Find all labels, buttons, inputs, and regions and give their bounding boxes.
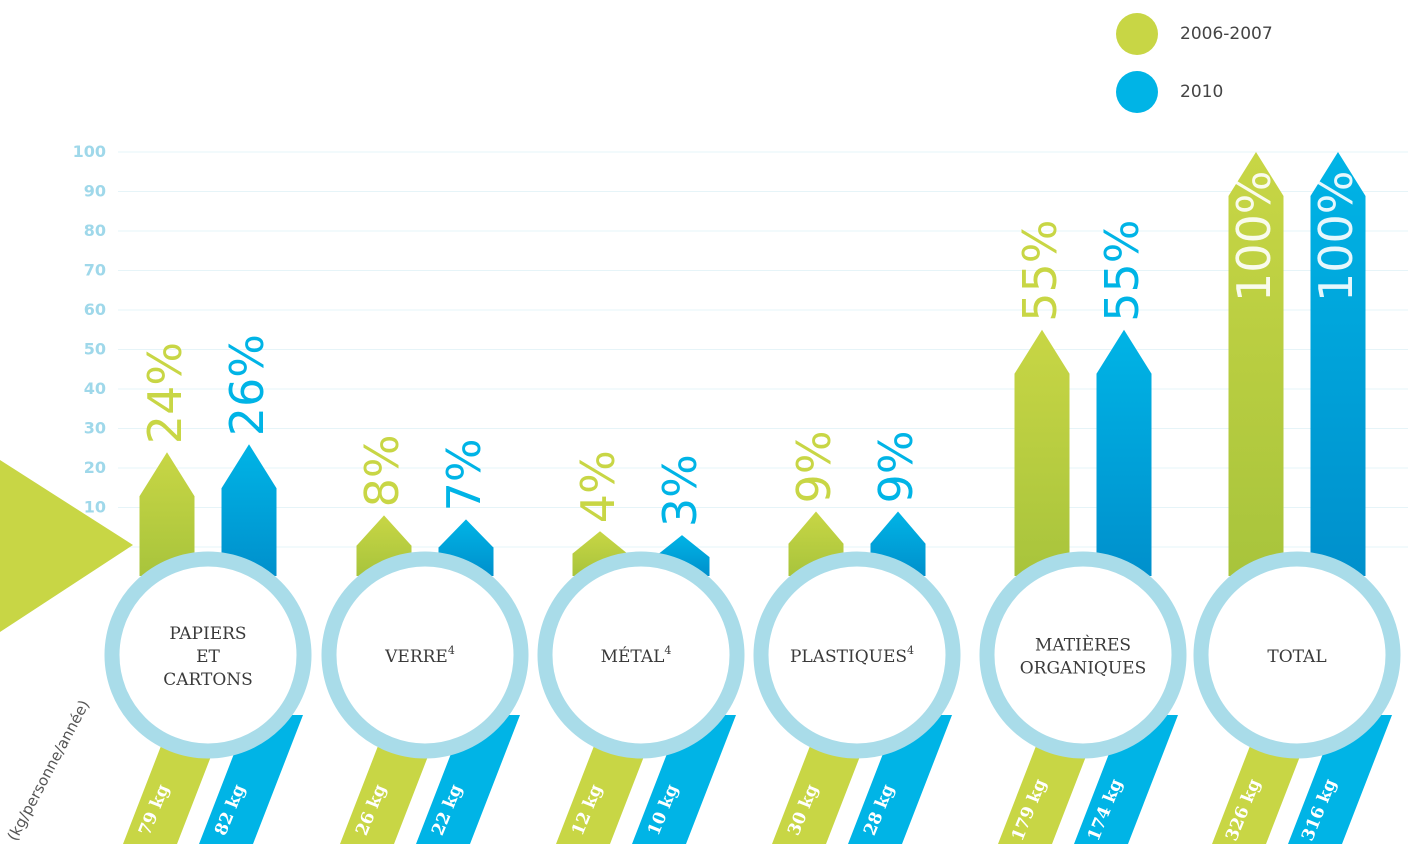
percent-label: 26% xyxy=(220,334,274,436)
percent-label: 8% xyxy=(355,434,409,507)
bar xyxy=(221,444,277,576)
category-ring xyxy=(753,551,961,759)
bar xyxy=(1228,152,1284,576)
labels: 24% 26% 8% 7% 4% 3% 9% 9% 55% 55% 100% 100% xyxy=(138,170,1363,527)
y-tick-label: 10 xyxy=(84,498,106,517)
legend: 2006-2007 2010 xyxy=(1116,13,1273,130)
kg-ribbon xyxy=(632,715,736,844)
percent-label: 55% xyxy=(1095,220,1149,322)
kg-ribbons: 79 kg 82 kg 26 kg 22 kg 12 kg 10 kg 30 kg 28 kg… xyxy=(123,715,1392,844)
category-label: PLASTIQUES4 xyxy=(790,644,914,667)
bar xyxy=(1096,329,1152,576)
kg-ribbon xyxy=(1074,715,1178,844)
legend-swatch-green xyxy=(1116,13,1158,55)
category-label: TOTAL xyxy=(1267,647,1326,667)
category-footnote: 4 xyxy=(664,644,671,657)
category-label: MÉTAL4 xyxy=(601,644,672,667)
percent-label: 7% xyxy=(437,438,491,511)
percent-label: 24% xyxy=(138,342,192,444)
y-tick-label: 30 xyxy=(84,419,106,438)
y-tick-label: 20 xyxy=(84,458,106,477)
bar xyxy=(139,452,195,576)
y-tick-label: 80 xyxy=(84,221,106,240)
y-tick-label: 100 xyxy=(73,142,106,161)
legend-item-2006-2007: 2006-2007 xyxy=(1116,13,1273,55)
percent-label: 4% xyxy=(571,450,625,523)
category-label: PAPIERS xyxy=(169,624,246,644)
kg-ribbon xyxy=(1288,715,1392,844)
category-ring xyxy=(1193,551,1401,759)
bars xyxy=(139,152,1366,576)
category-label: ET xyxy=(196,647,220,667)
y-axis-label: (kg/personne/année) xyxy=(4,697,94,844)
grid xyxy=(118,151,1408,548)
category-ring xyxy=(979,551,1187,759)
category-footnote: 4 xyxy=(448,644,455,657)
percent-label: 100% xyxy=(1227,170,1281,302)
y-tick-label: 70 xyxy=(84,261,106,280)
kg-ribbon xyxy=(416,715,520,844)
percent-label: 3% xyxy=(653,454,707,527)
category-label: ORGANIQUES xyxy=(1020,659,1147,679)
bar xyxy=(1310,152,1366,576)
percent-label: 100% xyxy=(1309,170,1363,302)
percent-label: 9% xyxy=(787,430,841,503)
category-label: VERRE4 xyxy=(384,644,455,667)
category-footnote: 4 xyxy=(907,644,914,657)
bar xyxy=(1014,329,1070,576)
y-tick-label: 50 xyxy=(84,340,106,359)
legend-label: 2010 xyxy=(1180,82,1224,102)
category-ring xyxy=(321,551,529,759)
kg-ribbon xyxy=(848,715,952,844)
percent-label: 55% xyxy=(1013,220,1067,322)
category-rings: PAPIERS ET CARTONS VERRE4 MÉTAL4 PLASTIQUES4 M… xyxy=(104,551,1401,759)
legend-swatch-blue xyxy=(1116,71,1158,113)
legend-label: 2006-2007 xyxy=(1180,24,1273,44)
category-label: CARTONS xyxy=(163,670,253,690)
percent-label: 9% xyxy=(869,430,923,503)
category-label: MATIÈRES xyxy=(1035,635,1131,656)
y-tick-label: 90 xyxy=(84,182,106,201)
zero-pointer-triangle xyxy=(0,460,133,632)
y-tick-label: 60 xyxy=(84,300,106,319)
y-axis: 0102030405060708090100(kg/personne/année… xyxy=(0,142,133,844)
legend-item-2010: 2010 xyxy=(1116,71,1273,113)
category-ring xyxy=(537,551,745,759)
kg-ribbon xyxy=(199,715,303,844)
category-ring xyxy=(104,551,312,759)
y-tick-label: 40 xyxy=(84,379,106,398)
